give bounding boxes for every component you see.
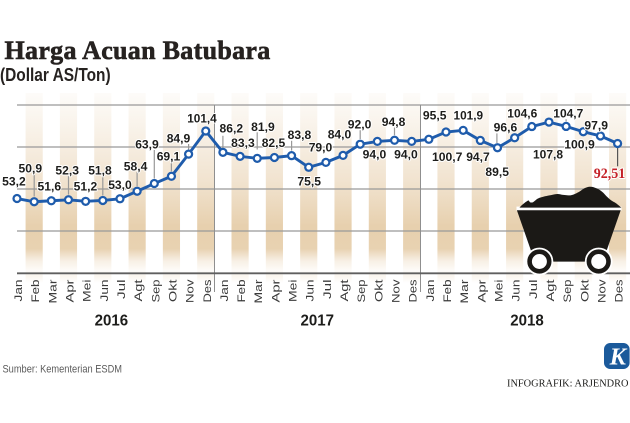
svg-text:83,3: 83,3 xyxy=(231,136,255,150)
svg-text:50,9: 50,9 xyxy=(19,162,43,176)
svg-text:Jan: Jan xyxy=(425,280,437,302)
svg-text:Apr: Apr xyxy=(64,279,76,302)
svg-text:51,8: 51,8 xyxy=(88,164,112,178)
svg-text:Feb: Feb xyxy=(30,280,42,303)
svg-text:Agt: Agt xyxy=(339,278,351,301)
svg-text:Jun: Jun xyxy=(99,280,111,302)
svg-text:58,4: 58,4 xyxy=(124,160,148,174)
svg-text:82,5: 82,5 xyxy=(262,136,286,150)
svg-text:95,5: 95,5 xyxy=(423,108,447,122)
svg-text:100,7: 100,7 xyxy=(432,150,463,164)
svg-text:Jun: Jun xyxy=(305,280,317,302)
svg-text:INFOGRAFIK: ARJENDRO: INFOGRAFIK: ARJENDRO xyxy=(507,377,629,389)
svg-text:2016: 2016 xyxy=(95,313,129,330)
svg-text:Des: Des xyxy=(614,279,626,302)
svg-text:Nov: Nov xyxy=(391,279,403,303)
svg-text:84,9: 84,9 xyxy=(167,132,191,146)
svg-text:86,2: 86,2 xyxy=(220,121,244,135)
svg-text:104,6: 104,6 xyxy=(507,107,537,121)
svg-text:Jul: Jul xyxy=(116,280,128,300)
svg-text:Sumber: Kementerian ESDM: Sumber: Kementerian ESDM xyxy=(3,363,123,375)
svg-text:Jul: Jul xyxy=(528,280,540,300)
svg-text:53,2: 53,2 xyxy=(2,175,26,189)
svg-text:Agt: Agt xyxy=(133,278,145,301)
svg-text:Okt: Okt xyxy=(579,278,591,302)
svg-text:Okt: Okt xyxy=(167,278,179,302)
svg-text:83,8: 83,8 xyxy=(288,128,312,142)
svg-text:Jun: Jun xyxy=(511,280,523,302)
svg-text:94,7: 94,7 xyxy=(466,150,490,164)
svg-text:53,0: 53,0 xyxy=(108,178,132,192)
svg-text:Apr: Apr xyxy=(270,279,282,302)
svg-text:Okt: Okt xyxy=(373,278,385,302)
svg-text:69,1: 69,1 xyxy=(157,150,181,164)
svg-text:89,5: 89,5 xyxy=(485,165,509,179)
svg-text:96,6: 96,6 xyxy=(494,120,518,134)
svg-text:Mar: Mar xyxy=(47,279,59,303)
svg-text:Mei: Mei xyxy=(82,280,94,303)
svg-text:51,2: 51,2 xyxy=(74,180,98,194)
svg-text:107,8: 107,8 xyxy=(533,147,563,161)
svg-text:101,4: 101,4 xyxy=(187,112,217,126)
svg-text:92,51: 92,51 xyxy=(594,166,626,182)
svg-text:79,0: 79,0 xyxy=(309,140,333,154)
svg-text:Sep: Sep xyxy=(150,280,162,303)
svg-text:94,0: 94,0 xyxy=(363,147,387,161)
svg-text:Des: Des xyxy=(202,279,214,302)
svg-text:51,6: 51,6 xyxy=(38,180,62,194)
svg-text:Mar: Mar xyxy=(459,279,471,303)
svg-text:104,7: 104,7 xyxy=(553,107,583,121)
svg-text:Sep: Sep xyxy=(356,280,368,303)
svg-text:97,9: 97,9 xyxy=(584,118,608,132)
svg-text:84,0: 84,0 xyxy=(328,128,352,142)
svg-text:Feb: Feb xyxy=(442,280,454,303)
svg-text:Feb: Feb xyxy=(236,280,248,303)
svg-text:2017: 2017 xyxy=(301,313,335,330)
svg-text:94,8: 94,8 xyxy=(382,115,406,129)
svg-text:Des: Des xyxy=(408,279,420,302)
svg-text:75,5: 75,5 xyxy=(297,175,321,189)
svg-text:Mei: Mei xyxy=(493,279,505,302)
svg-text:Jul: Jul xyxy=(322,280,334,300)
svg-text:Mei: Mei xyxy=(288,280,300,303)
svg-text:92,0: 92,0 xyxy=(348,118,372,132)
svg-text:Sep: Sep xyxy=(562,280,574,303)
svg-text:Nov: Nov xyxy=(185,279,197,303)
svg-text:Apr: Apr xyxy=(476,279,488,302)
svg-text:101,9: 101,9 xyxy=(454,108,484,122)
svg-text:Jan: Jan xyxy=(13,280,25,302)
svg-text:Jan: Jan xyxy=(219,280,231,302)
svg-text:100,9: 100,9 xyxy=(564,137,595,151)
svg-text:2018: 2018 xyxy=(510,313,544,330)
svg-text:Agt: Agt xyxy=(545,278,557,301)
svg-text:K: K xyxy=(609,343,628,370)
svg-text:Nov: Nov xyxy=(596,279,608,303)
svg-text:94,0: 94,0 xyxy=(394,147,418,161)
svg-text:81,9: 81,9 xyxy=(251,120,275,134)
svg-text:63,9: 63,9 xyxy=(135,138,159,152)
svg-text:52,3: 52,3 xyxy=(55,164,79,178)
svg-text:Mar: Mar xyxy=(253,279,265,303)
